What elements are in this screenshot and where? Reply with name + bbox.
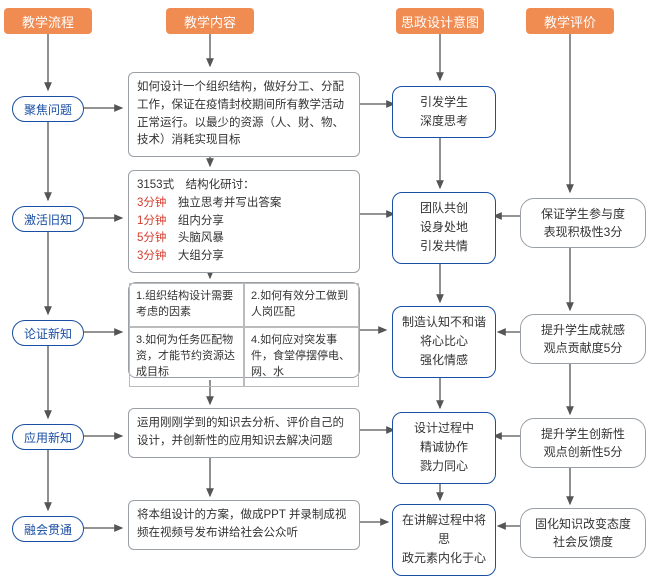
eval-box-0: 保证学生参与度表现积极性3分 [520,198,646,248]
left-label-3: 应用新知 [12,424,84,450]
header-1: 教学内容 [166,8,254,34]
left-label-2: 论证新知 [12,320,84,346]
left-label-1: 激活旧知 [12,206,84,232]
left-label-0: 聚焦问题 [12,96,84,122]
header-2: 思政设计意图 [396,8,484,34]
grid-box: 1.组织结构设计需要考虑的因素2.如何有效分工做到人岗匹配3.如何为任务匹配物资… [128,282,360,378]
grid-cell-3: 4.如何应对突发事件，食堂停摆停电、网、水 [244,327,359,387]
content-box-0: 如何设计一个组织结构，做好分工、分配工作，保证在疫情封校期间所有教学活动正常运行… [128,72,360,157]
eval-box-2: 提升学生创新性观点创新性5分 [520,418,646,468]
grid-cell-2: 3.如何为任务匹配物资，才能节约资源达成目标 [129,327,244,387]
header-0: 教学流程 [4,8,92,34]
intent-box-2: 制造认知不和谐将心比心强化情感 [392,306,496,378]
grid-cell-1: 2.如何有效分工做到人岗匹配 [244,283,359,327]
intent-box-4: 在讲解过程中将思政元素内化于心 [392,504,496,576]
content-box-1: 3153式 结构化研讨：3分钟 独立思考并写出答案1分钟 组内分享5分钟 头脑风… [128,170,360,273]
intent-box-3: 设计过程中精诚协作戮力同心 [392,412,496,484]
intent-box-1: 团队共创设身处地引发共情 [392,192,496,264]
left-label-4: 融会贯通 [12,516,84,542]
content-box-2: 运用刚刚学到的知识去分析、评价自己的设计，并创新性的应用知识去解决问题 [128,408,360,458]
eval-box-1: 提升学生成就感观点贡献度5分 [520,314,646,364]
grid-cell-0: 1.组织结构设计需要考虑的因素 [129,283,244,327]
eval-box-3: 固化知识改变态度社会反馈度 [520,508,646,558]
intent-box-0: 引发学生深度思考 [392,86,496,138]
header-3: 教学评价 [526,8,614,34]
content-box-3: 将本组设计的方案，做成PPT 并录制成视频在视频号发布讲给社会公众听 [128,500,360,550]
